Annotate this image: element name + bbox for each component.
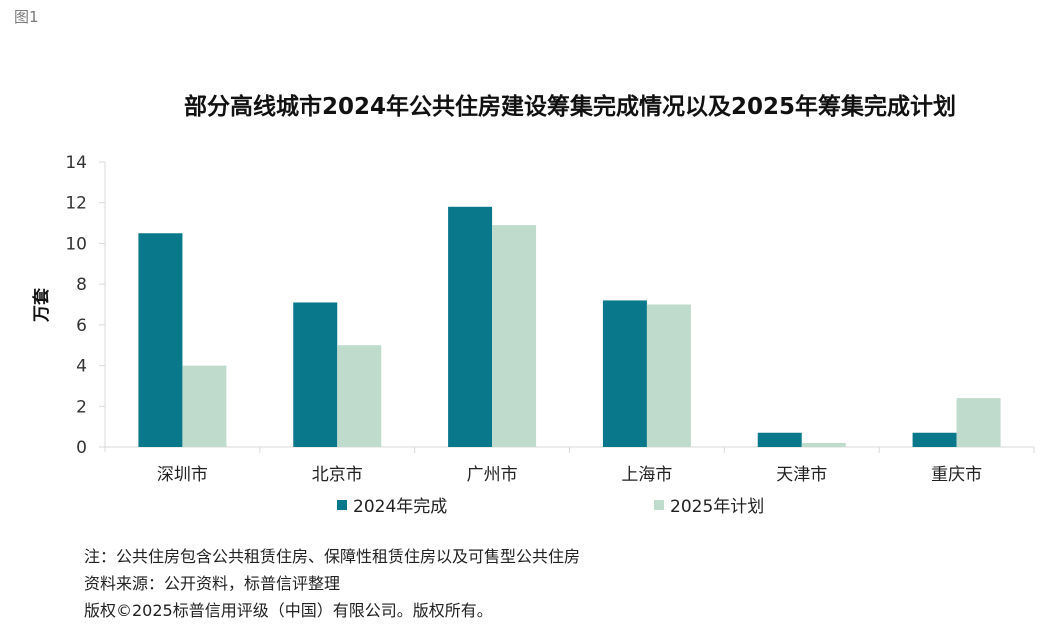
y-tick-label: 4 (76, 357, 87, 377)
y-tick-label: 14 (65, 153, 87, 173)
y-tick-label: 12 (65, 194, 87, 214)
x-tick-label: 北京市 (312, 465, 363, 485)
bar-2025 (337, 345, 382, 447)
bar-2025 (801, 442, 846, 447)
legend-label: 2025年计划 (670, 497, 764, 517)
bar-2025 (646, 304, 691, 447)
bar-2024 (602, 300, 647, 447)
y-tick-label: 8 (76, 275, 87, 295)
x-tick-label: 深圳市 (157, 465, 208, 485)
y-tick-label: 10 (65, 234, 87, 254)
bar-2024 (293, 302, 338, 447)
legend-label: 2024年完成 (353, 497, 447, 517)
y-tick-label: 6 (76, 316, 87, 336)
x-tick-label: 天津市 (776, 465, 827, 485)
x-tick-label: 上海市 (621, 465, 672, 485)
legend-swatch (337, 500, 347, 510)
x-tick-label: 重庆市 (931, 465, 982, 485)
bar-2025 (492, 225, 537, 447)
notes: 注：公共住房包含公共租赁住房、保障性租赁住房以及可售型公共住房 资料来源：公开资… (84, 543, 580, 624)
bar-2024 (138, 233, 183, 447)
note-line: 注：公共住房包含公共租赁住房、保障性租赁住房以及可售型公共住房 (84, 547, 581, 566)
chart-title: 部分高线城市2024年公共住房建设筹集完成情况以及2025年筹集完成计划 (183, 94, 957, 120)
figure-label: 图1 (14, 8, 39, 26)
y-tick-label: 2 (76, 397, 87, 417)
bar-2024 (757, 432, 802, 447)
bar-2025 (182, 365, 227, 447)
legend-swatch (654, 500, 664, 510)
source-line: 资料来源：公开资料，标普信评整理 (84, 574, 341, 593)
copyright-line: 版权©2025标普信用评级（中国）有限公司。版权所有。 (84, 601, 493, 620)
y-axis-label: 万套 (31, 287, 52, 323)
bar-2024 (448, 206, 493, 447)
bar-2025 (956, 398, 1001, 447)
y-tick-label: 0 (76, 438, 87, 458)
bar-2024 (912, 432, 957, 447)
x-tick-label: 广州市 (467, 465, 518, 485)
